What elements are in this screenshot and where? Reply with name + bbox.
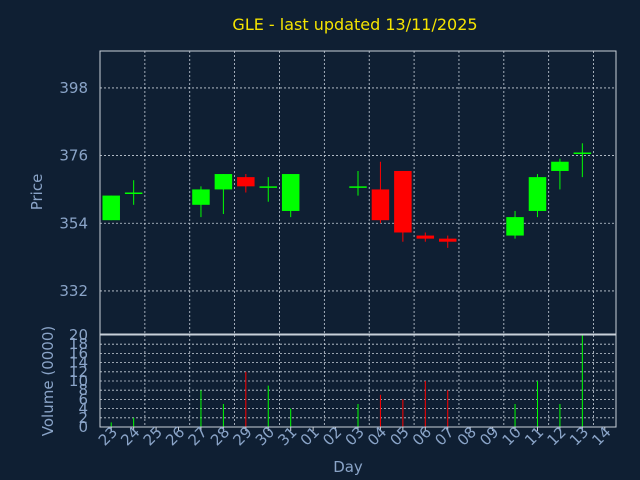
candle-body bbox=[237, 177, 255, 187]
volume-tick-label: 14 bbox=[69, 354, 88, 372]
volume-axis-label: Volume (0000) bbox=[39, 326, 57, 436]
candle-body bbox=[394, 170, 412, 233]
price-tick-label: 332 bbox=[59, 282, 88, 300]
volume-tick-label: 12 bbox=[69, 363, 88, 381]
price-tick-label: 354 bbox=[59, 214, 88, 232]
candle-body bbox=[573, 152, 592, 155]
price-tick-label: 376 bbox=[59, 147, 88, 165]
price-plot-frame bbox=[99, 50, 617, 335]
volume-tick-label: 10 bbox=[69, 372, 88, 390]
candle-body bbox=[102, 195, 120, 221]
day-axis-label: Day bbox=[333, 458, 363, 476]
candle-body bbox=[124, 192, 143, 194]
candle-body bbox=[371, 189, 390, 221]
price-panel: 332 354 376 398 bbox=[59, 50, 617, 335]
candle-body bbox=[281, 174, 300, 211]
volume-tick-label: 18 bbox=[69, 335, 88, 353]
candle-body bbox=[416, 235, 435, 239]
price-tick-label: 398 bbox=[59, 79, 88, 97]
candle-body bbox=[214, 174, 233, 190]
candle-body bbox=[528, 177, 547, 211]
candle-body bbox=[506, 217, 524, 236]
chart-title: GLE - last updated 13/11/2025 bbox=[232, 15, 477, 34]
candle-body bbox=[259, 186, 278, 188]
x-tick-labels: 2324252627282930310102030405060708091011… bbox=[95, 423, 615, 449]
volume-tick-label: 8 bbox=[78, 381, 88, 399]
candle-body bbox=[438, 238, 457, 242]
volume-tick-label: 20 bbox=[69, 326, 88, 344]
candle-body bbox=[551, 161, 569, 171]
candle-body bbox=[192, 189, 210, 205]
volume-tick-label: 0 bbox=[78, 418, 88, 436]
volume-tick-label: 4 bbox=[78, 400, 88, 418]
price-axis-label: Price bbox=[28, 174, 46, 211]
candle-body bbox=[349, 186, 367, 188]
volume-tick-label: 16 bbox=[69, 344, 88, 362]
volume-tick-label: 2 bbox=[78, 409, 88, 427]
volume-tick-label: 6 bbox=[78, 390, 88, 408]
